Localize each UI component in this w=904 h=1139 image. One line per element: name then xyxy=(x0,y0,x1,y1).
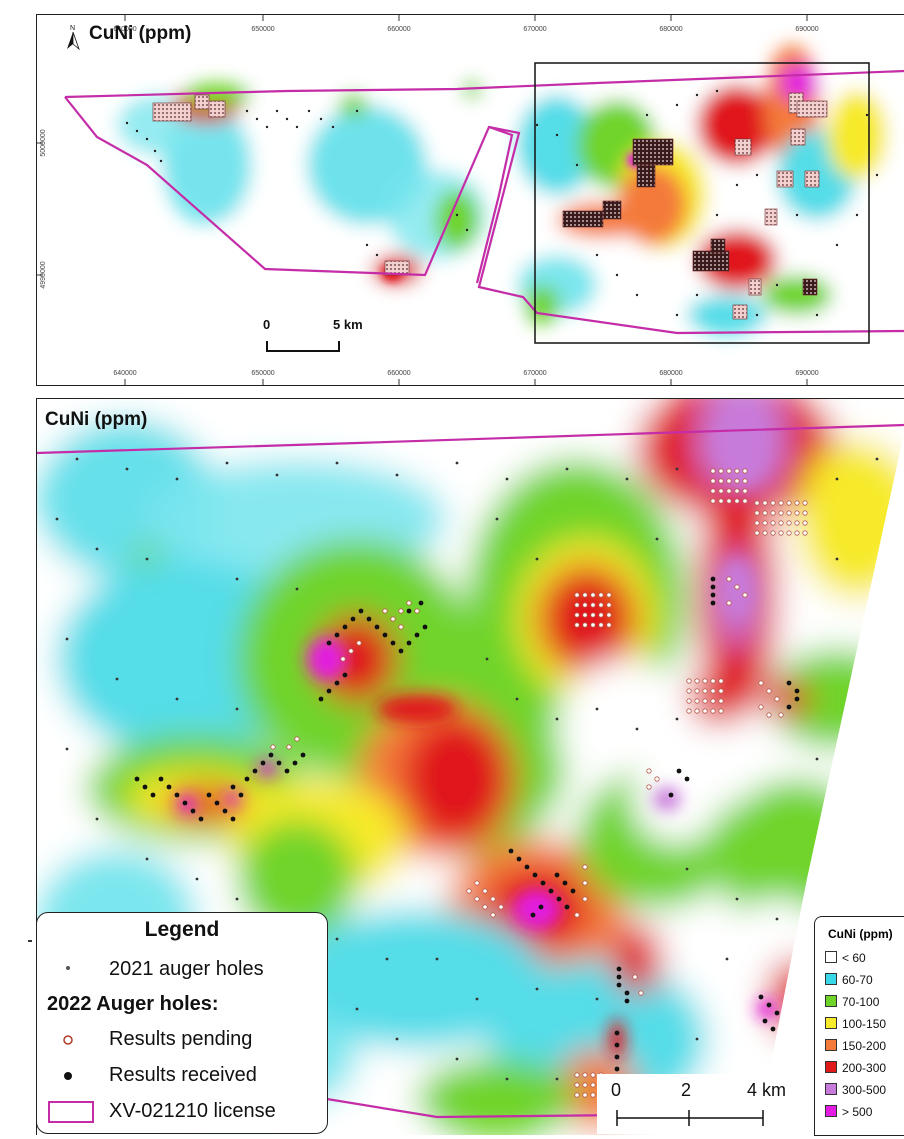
x-tick-label: 660000 xyxy=(387,26,410,33)
ppm-class-row: 60-70 xyxy=(825,973,873,987)
ppm-class-label: 150-200 xyxy=(842,1039,887,1053)
x-tick-label: 650000 xyxy=(251,26,274,33)
x-tick-label: 690000 xyxy=(795,26,818,33)
legend-2022-subtitle: 2022 Auger holes: xyxy=(47,993,219,1015)
received-hole-icon xyxy=(64,1072,72,1080)
y-tick-label: 5000000 xyxy=(40,129,47,156)
detail-heatmap xyxy=(37,399,904,1135)
ppm-class-row: 100-150 xyxy=(825,1017,886,1031)
scale-start-label: 0 xyxy=(263,317,270,332)
ppm-class-row: > 500 xyxy=(825,1105,872,1119)
x-tick-label: 670000 xyxy=(523,26,546,33)
detail-map-canvas xyxy=(37,399,904,1135)
legend-2021-label: 2021 auger holes xyxy=(109,958,264,980)
x-tick-label: 650000 xyxy=(251,370,274,377)
overview-license-boundary xyxy=(64,69,904,335)
ppm-class-label: 300-500 xyxy=(842,1083,887,1097)
x-tick-label: 660000 xyxy=(387,370,410,377)
scale-label-4km: 4 km xyxy=(747,1080,786,1100)
ppm-class-label: 70-100 xyxy=(842,995,880,1009)
x-tick-label: 640000 xyxy=(113,26,136,33)
ppm-class-label: 100-150 xyxy=(842,1017,887,1031)
overview-map-title: CuNi (ppm) xyxy=(89,23,192,44)
ppm-swatch xyxy=(825,1083,837,1095)
map-legend: Legend 2021 auger holes 2022 Auger holes… xyxy=(36,912,328,1134)
x-tick-label: 680000 xyxy=(659,370,682,377)
detail-scale-bar: 0 2 4 km xyxy=(597,1074,807,1134)
overview-scale-bar xyxy=(266,341,340,352)
ppm-class-label: > 500 xyxy=(842,1105,873,1119)
overview-axis-ticks xyxy=(37,15,808,385)
margin-tick xyxy=(28,940,32,942)
ppm-swatch xyxy=(825,1105,837,1117)
scale-label-0: 0 xyxy=(611,1080,621,1100)
overview-auger-dots xyxy=(125,89,879,317)
auger-2021-icon xyxy=(66,966,70,970)
ppm-swatch xyxy=(825,951,837,963)
overview-drill-blocks xyxy=(152,92,828,320)
y-tick-label: 4990000 xyxy=(40,261,47,288)
legend-received-label: Results received xyxy=(109,1064,257,1086)
ppm-class-row: 200-300 xyxy=(825,1061,886,1075)
scale-label-2: 2 xyxy=(681,1080,691,1100)
overview-map-panel: 640000 650000 660000 670000 680000 69000… xyxy=(36,14,904,386)
ppm-class-label: 60-70 xyxy=(842,973,873,987)
ppm-class-label: 200-300 xyxy=(842,1061,887,1075)
detail-2021-auger-holes xyxy=(55,457,879,1081)
x-tick-label: 680000 xyxy=(659,26,682,33)
pending-hole-icon xyxy=(63,1035,73,1045)
ppm-swatch xyxy=(825,995,837,1007)
detail-map-title: CuNi (ppm) xyxy=(45,409,148,430)
scale-end-label: 5 km xyxy=(333,317,363,332)
x-tick-label: 670000 xyxy=(523,370,546,377)
ppm-class-legend: CuNi (ppm) < 60 60-70 70-100 100-150 150… xyxy=(814,916,904,1136)
ppm-swatch xyxy=(825,1061,837,1073)
ppm-swatch xyxy=(825,973,837,985)
legend-title: Legend xyxy=(144,918,220,941)
x-tick-label: 640000 xyxy=(113,370,136,377)
ppm-class-row: < 60 xyxy=(825,951,866,965)
ppm-class-label: < 60 xyxy=(842,951,866,965)
ppm-legend-title: CuNi (ppm) xyxy=(828,927,893,941)
north-label: N xyxy=(70,25,75,32)
inset-extent-frame xyxy=(534,62,870,344)
legend-pending-label: Results pending xyxy=(109,1028,253,1050)
ppm-class-row: 70-100 xyxy=(825,995,879,1009)
legend-license-label: XV-021210 license xyxy=(109,1100,276,1122)
detail-2022-results-received xyxy=(134,576,800,1096)
license-polygon-icon xyxy=(48,1101,94,1123)
ppm-swatch xyxy=(825,1039,837,1051)
north-arrow-icon: N xyxy=(65,21,81,51)
ppm-class-row: 150-200 xyxy=(825,1039,886,1053)
overview-map-canvas: 640000 650000 660000 670000 680000 69000… xyxy=(37,15,904,385)
x-tick-label: 690000 xyxy=(795,370,818,377)
ppm-class-row: 300-500 xyxy=(825,1083,886,1097)
ppm-swatch xyxy=(825,1017,837,1029)
